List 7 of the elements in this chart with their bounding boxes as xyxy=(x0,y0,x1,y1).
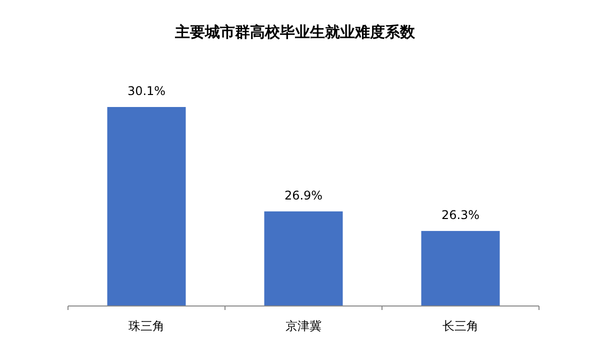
data-label: 26.3% xyxy=(441,208,480,222)
x-tick-label: 长三角 xyxy=(442,319,478,333)
data-label: 30.1% xyxy=(127,84,166,98)
data-label: 26.9% xyxy=(284,188,323,202)
chart-title: 主要城市群高校毕业生就业难度系数 xyxy=(174,23,416,41)
x-tick-label: 珠三角 xyxy=(128,319,164,333)
x-tick-label: 京津冀 xyxy=(286,319,322,333)
